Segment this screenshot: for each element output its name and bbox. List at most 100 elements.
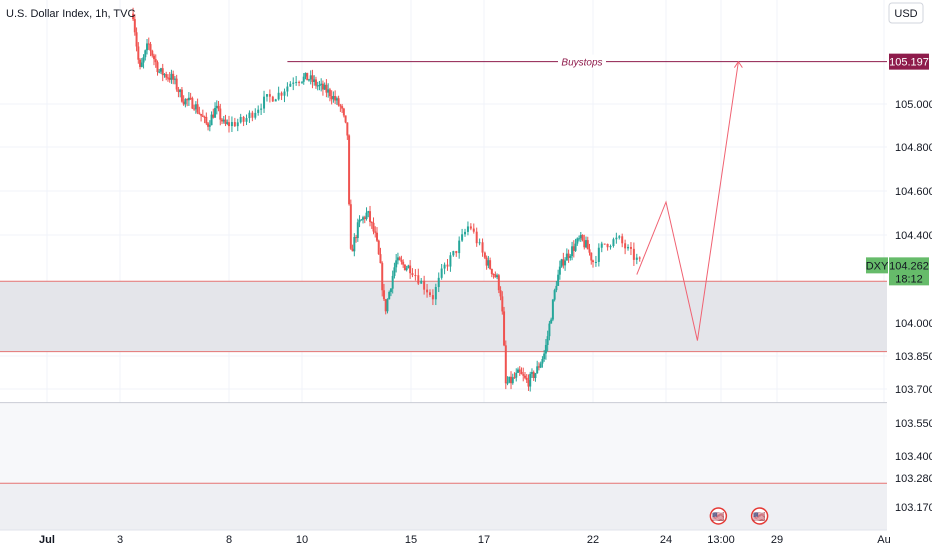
candle-body [375,232,378,241]
candle-body [182,101,185,105]
symbol-badge [866,257,888,274]
candle-body [144,50,147,58]
candle-body [265,94,268,97]
candle-body [323,84,326,90]
candle-body [391,275,394,289]
time-axis-background [0,530,932,550]
candle-body [530,372,533,374]
candle-body [207,123,210,127]
candle-body [328,89,331,97]
candle-body [588,249,591,253]
candle-body [193,108,196,110]
candle-body [426,289,429,293]
candle-body [168,77,171,80]
candle-body [358,219,361,223]
candle-body [369,211,372,222]
candle-body [564,260,567,266]
buystops-label-bg [558,54,606,69]
us-flag-icon: 🇺🇸 [750,507,769,525]
candle-body [342,108,345,116]
candle-body [569,256,572,258]
candle-body [203,116,206,118]
candle-body [198,112,201,114]
time-tick-label: 10 [296,534,308,546]
candle-body [550,319,553,324]
candle-body [461,234,464,241]
time-tick-label: 17 [478,534,490,546]
price-tick-label: 103.550 [895,418,932,430]
candle-body [409,265,412,274]
candle-body [594,261,597,263]
candle-body [501,296,504,312]
candle-body [260,108,263,110]
candle-body [475,231,478,244]
price-tick-label: 103.170 [895,502,932,514]
candle-body [215,105,218,109]
currency-button-frame[interactable] [888,2,924,24]
candle-body [437,277,440,288]
candle-body [388,291,391,300]
candle-body [196,104,199,113]
price-tick-label: 104.400 [895,230,932,242]
event-marker-ring [750,507,769,525]
candle-body [638,257,641,259]
candle-body [632,248,635,260]
candle-body [572,246,575,251]
candle-body [615,237,618,240]
candle-body [135,32,138,47]
candle-body [578,238,581,240]
price-axis: 105.000 104.800 104.600 104.400 104.000 103.8… [895,99,932,514]
candle-body [395,260,398,268]
candle-body [565,253,568,261]
candle-body [132,13,135,20]
candle-body [551,299,554,320]
candle-body [173,78,176,80]
candle-body [355,237,358,239]
candle-body [534,373,537,379]
candle-body [327,89,330,93]
candle-body [472,228,475,232]
candle-body [335,98,338,101]
candle-body [254,112,257,118]
candle-body [180,89,183,102]
candle-body [446,264,449,267]
candle-body [158,71,161,73]
projection-arrowhead [733,60,743,68]
candle-body [529,373,532,387]
currency-button-label[interactable]: USD [894,8,917,20]
candle-body [606,243,609,248]
candle-body [239,116,242,123]
candle-body [469,226,472,229]
candle-body [159,68,162,72]
candle-body [558,266,561,275]
candle-body [532,372,535,379]
candle-body [163,74,166,76]
us-flag-icon: 🇺🇸 [709,507,728,525]
candle-body [348,135,351,205]
candle-body [224,119,227,124]
candle-body [236,122,239,127]
candle-body [251,112,254,118]
candle-body [314,79,317,86]
price-tick-label: 104.600 [895,186,932,198]
currency-button[interactable]: USD [888,2,924,24]
candle-body [546,336,549,345]
candle-body [449,255,452,267]
candle-body [513,377,516,379]
candle-body [133,19,136,33]
candle-body [592,260,594,263]
candle-body [581,234,584,241]
candle-body [586,240,589,250]
candle-body [304,72,307,77]
candle-body [154,59,157,63]
candle-body [175,78,178,90]
price-tick-label: 104.000 [895,318,932,330]
candle-body [405,268,408,271]
candle-body [494,274,497,278]
candle-body [431,295,434,300]
candle-body [208,125,211,127]
candle-body [245,118,248,122]
current-price-badge [889,257,929,286]
candle-body [379,254,382,264]
